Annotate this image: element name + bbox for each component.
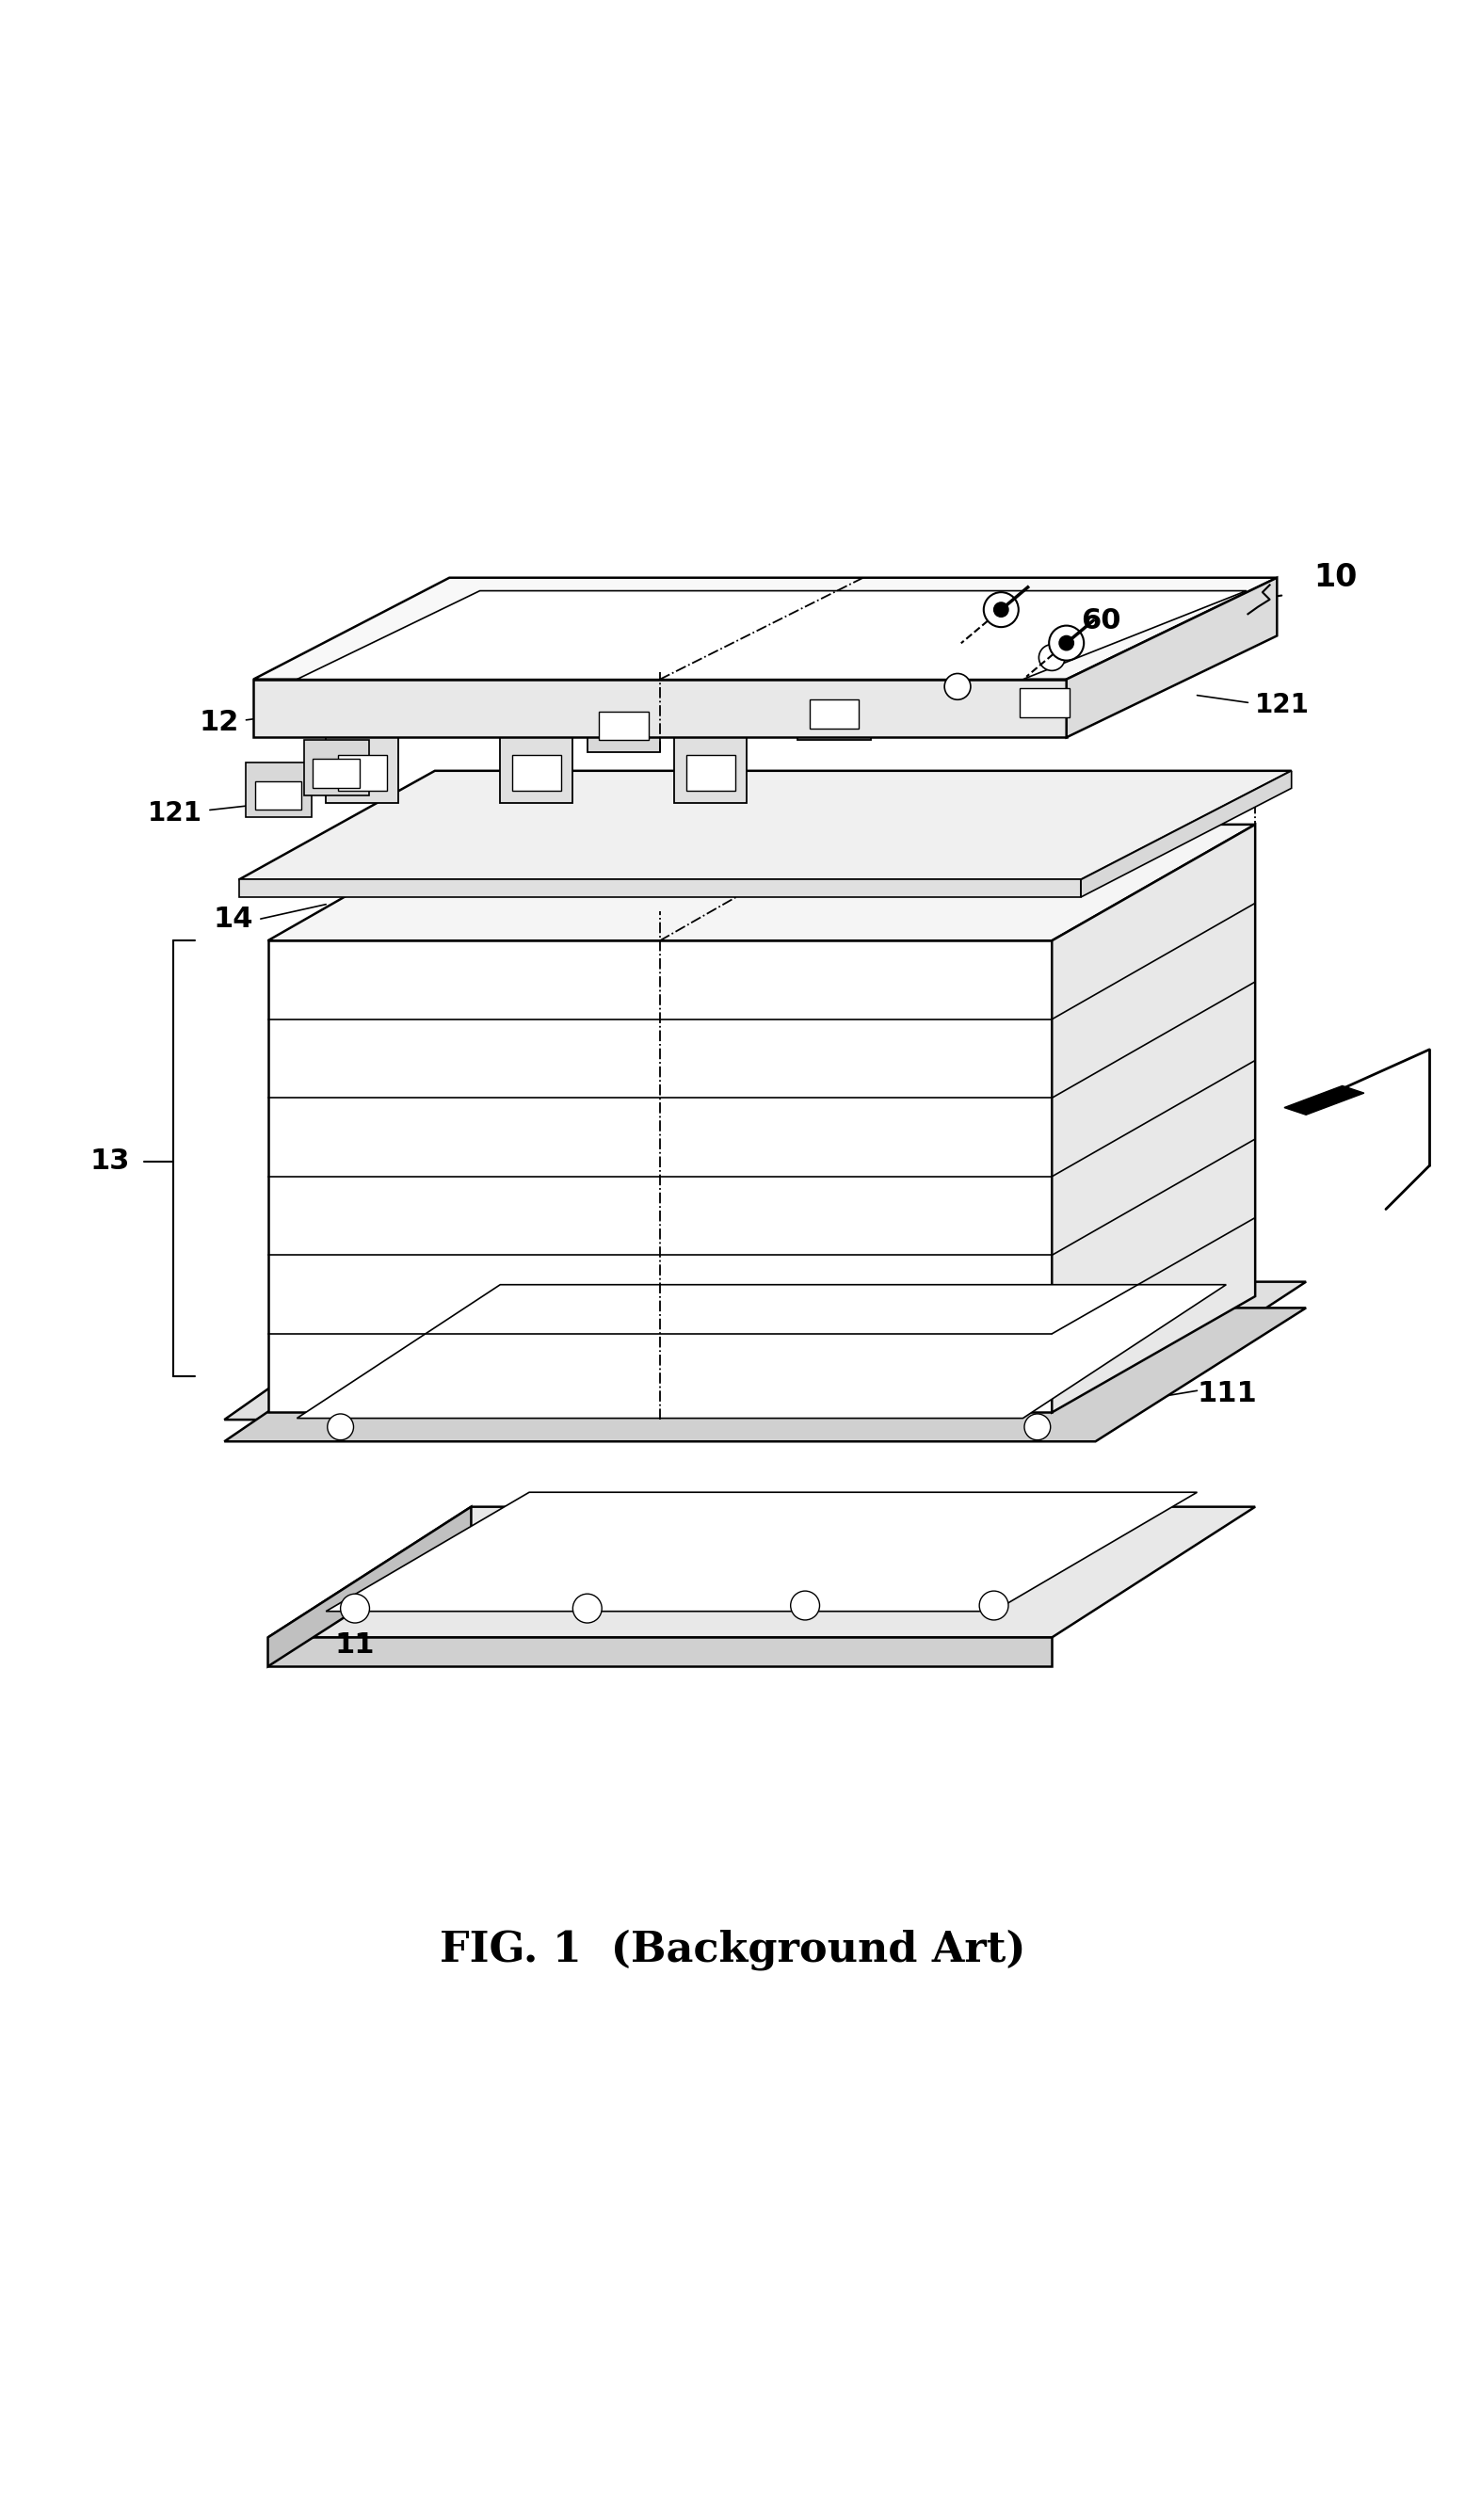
Text: 111: 111: [1197, 1381, 1257, 1406]
Polygon shape: [268, 824, 1256, 940]
Text: 121: 121: [1256, 693, 1310, 718]
Polygon shape: [268, 1638, 1052, 1666]
Circle shape: [791, 1590, 819, 1620]
Text: FIG. 1  (Background Art): FIG. 1 (Background Art): [439, 1928, 1025, 1971]
Polygon shape: [268, 1507, 1256, 1638]
Polygon shape: [224, 1308, 1305, 1441]
Polygon shape: [297, 1285, 1226, 1419]
Polygon shape: [246, 761, 312, 816]
Polygon shape: [1285, 1086, 1364, 1114]
Circle shape: [1039, 645, 1065, 670]
Polygon shape: [239, 771, 1292, 879]
Polygon shape: [314, 759, 359, 789]
Text: 60: 60: [1081, 607, 1121, 635]
Polygon shape: [511, 756, 561, 791]
Polygon shape: [297, 590, 1247, 680]
Text: 10: 10: [1313, 562, 1357, 592]
Circle shape: [340, 1593, 369, 1623]
Polygon shape: [1020, 688, 1069, 718]
Circle shape: [327, 1414, 353, 1439]
Polygon shape: [268, 1507, 472, 1666]
Text: 11: 11: [335, 1630, 375, 1658]
Polygon shape: [810, 701, 858, 728]
Polygon shape: [686, 756, 735, 791]
Polygon shape: [1008, 670, 1081, 728]
Polygon shape: [587, 693, 659, 751]
Polygon shape: [224, 1283, 1305, 1419]
Polygon shape: [337, 756, 387, 791]
Circle shape: [945, 673, 971, 701]
Circle shape: [1059, 635, 1074, 650]
Polygon shape: [1081, 771, 1292, 897]
Polygon shape: [305, 741, 369, 796]
Polygon shape: [1052, 824, 1256, 1411]
Text: 13: 13: [89, 1147, 130, 1174]
Circle shape: [993, 602, 1008, 617]
Polygon shape: [798, 683, 870, 741]
Text: 14: 14: [214, 905, 253, 932]
Polygon shape: [599, 711, 649, 741]
Circle shape: [979, 1590, 1008, 1620]
Circle shape: [573, 1593, 602, 1623]
Polygon shape: [239, 879, 1081, 897]
Polygon shape: [268, 940, 1052, 1411]
Polygon shape: [325, 738, 398, 804]
Polygon shape: [1067, 577, 1277, 738]
Circle shape: [983, 592, 1018, 627]
Polygon shape: [674, 738, 747, 804]
Polygon shape: [325, 1492, 1197, 1610]
Text: 121: 121: [148, 799, 202, 827]
Circle shape: [1049, 625, 1084, 660]
Text: 12: 12: [199, 708, 239, 736]
Polygon shape: [255, 781, 302, 809]
Polygon shape: [253, 577, 1277, 680]
Circle shape: [1024, 1414, 1050, 1439]
Polygon shape: [500, 738, 573, 804]
Polygon shape: [253, 680, 1067, 738]
